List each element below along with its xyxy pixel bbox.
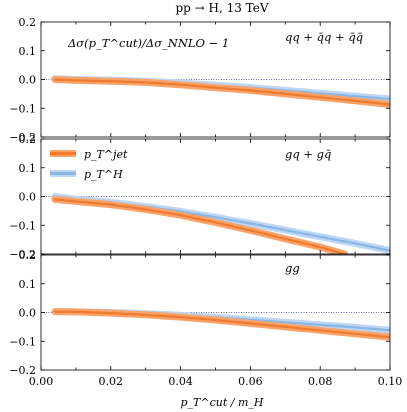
y-tick-label-1-4: −0.2 bbox=[9, 248, 36, 261]
x-tick-label-5: 0.10 bbox=[378, 375, 403, 388]
y-tick-label-1-2: 0.0 bbox=[19, 191, 37, 204]
x-tick-label-3: 0.06 bbox=[238, 375, 263, 388]
x-axis-label: p_T^cut / m_H bbox=[181, 396, 264, 409]
series-band-jet-1 bbox=[51, 195, 349, 254]
legend-label-jet: p_T^jet bbox=[84, 148, 128, 161]
x-tick-label-0: 0.00 bbox=[29, 375, 54, 388]
y-tick-label-1-3: −0.1 bbox=[9, 219, 36, 232]
y-tick-label-0-3: −0.1 bbox=[9, 102, 36, 115]
x-tick-label-1: 0.02 bbox=[99, 375, 124, 388]
series-layer-0 bbox=[51, 75, 390, 108]
y-tick-label-2-2: 0.0 bbox=[19, 307, 37, 320]
y-tick-label-0-0: 0.2 bbox=[19, 16, 37, 29]
series-line-jet-2 bbox=[53, 310, 390, 339]
series-layer-1 bbox=[51, 193, 390, 254]
y-tick-label-2-1: 0.1 bbox=[19, 278, 37, 291]
y-tick-label-1-1: 0.1 bbox=[19, 162, 37, 175]
x-tick-label-2: 0.04 bbox=[168, 375, 193, 388]
panel-label-qq: qq + q̄q + q̄q̄ bbox=[285, 30, 363, 44]
y-tick-label-0-4: −0.2 bbox=[9, 131, 36, 144]
legend: p_T^jet p_T^H bbox=[50, 148, 128, 181]
legend-label-h: p_T^H bbox=[84, 168, 123, 181]
series-line-jet-0 bbox=[53, 78, 390, 106]
ratio-annotation: Δσ(p_T^cut)/Δσ_NNLO − 1 bbox=[67, 36, 229, 50]
panel-label-gg: gg bbox=[285, 261, 300, 275]
y-tick-label-0-2: 0.0 bbox=[19, 74, 37, 87]
x-tick-label-4: 0.08 bbox=[308, 375, 333, 388]
y-tick-label-2-0: 0.2 bbox=[19, 249, 37, 262]
chart-title: pp → H, 13 TeV bbox=[175, 1, 268, 15]
y-tick-label-2-4: −0.2 bbox=[9, 364, 36, 377]
series-layer-2 bbox=[51, 308, 390, 341]
panel-label-gq: gq + gq̄ bbox=[285, 147, 331, 161]
y-tick-label-1-0: 0.2 bbox=[19, 133, 37, 146]
y-tick-label-2-3: −0.1 bbox=[9, 335, 36, 348]
series-line-jet-1 bbox=[53, 198, 346, 254]
y-tick-label-0-1: 0.1 bbox=[19, 45, 37, 58]
